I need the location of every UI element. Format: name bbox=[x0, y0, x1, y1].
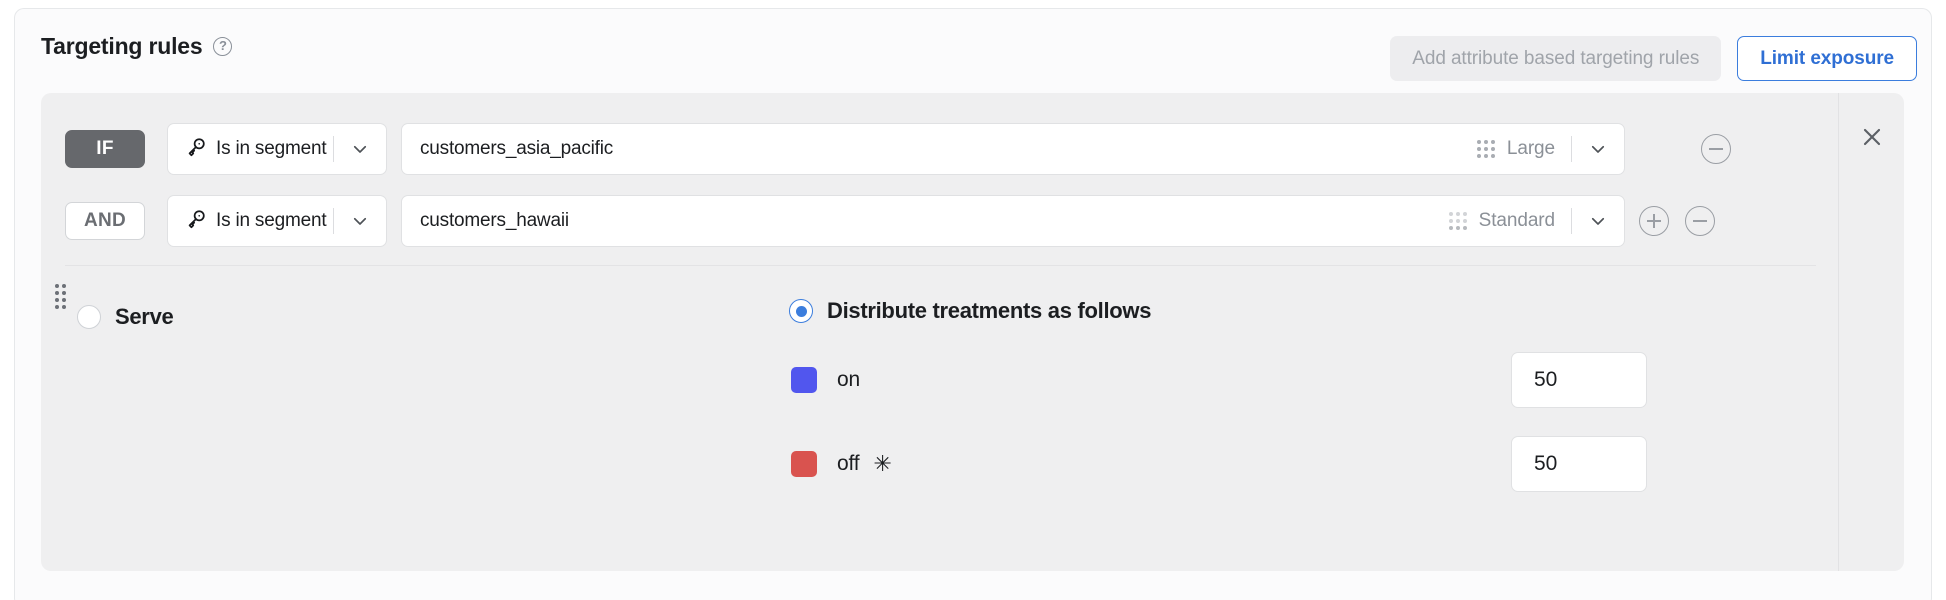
treatment-name: on bbox=[837, 368, 860, 391]
grid-dots-icon[interactable] bbox=[1476, 140, 1495, 158]
matcher-select[interactable]: Is in segment bbox=[167, 195, 387, 247]
default-marker: ✳ bbox=[873, 451, 892, 476]
minus-circle-icon[interactable] bbox=[1701, 134, 1731, 164]
serve-label: Serve bbox=[115, 304, 174, 329]
minus-circle-icon[interactable] bbox=[1685, 206, 1715, 236]
treatment-percent-value: 50 bbox=[1534, 368, 1558, 391]
targeting-rules-card: Targeting rules ? Add attribute based ta… bbox=[14, 8, 1932, 600]
serve-option[interactable]: Serve bbox=[77, 304, 174, 330]
matcher-inner: Is in segment bbox=[168, 136, 333, 163]
matcher-label: Is in segment bbox=[216, 138, 327, 159]
question-circle-icon[interactable]: ? bbox=[213, 37, 233, 56]
select-divider bbox=[333, 136, 334, 162]
select-divider bbox=[1571, 208, 1572, 234]
operator-badge-and[interactable]: AND bbox=[65, 202, 145, 240]
distribution-column: Distribute treatments as follows on 50 bbox=[789, 298, 1739, 492]
matcher-inner: Is in segment bbox=[168, 208, 333, 235]
condition-row: IF Is in segment bbox=[65, 123, 1731, 175]
operator-badge-if[interactable]: IF bbox=[65, 130, 145, 168]
card-header: Targeting rules ? Add attribute based ta… bbox=[15, 9, 1931, 93]
rules-panel: IF Is in segment bbox=[41, 93, 1904, 571]
matcher-label: Is in segment bbox=[216, 210, 327, 231]
condition-row: AND Is in segment bbox=[65, 195, 1715, 247]
treatment-color-swatch bbox=[791, 451, 817, 477]
row-actions bbox=[1639, 134, 1731, 164]
chevron-down-icon[interactable] bbox=[1572, 212, 1624, 230]
drag-dots-icon[interactable] bbox=[55, 284, 66, 309]
serve-section: Serve Distribute treatments as follows o… bbox=[41, 266, 1838, 566]
segment-value-input[interactable]: customers_asia_pacific Large bbox=[401, 123, 1625, 175]
segment-value-text: customers_asia_pacific bbox=[420, 138, 614, 159]
key-icon bbox=[185, 136, 207, 163]
close-x-icon[interactable] bbox=[1859, 124, 1885, 150]
treatment-rows: on 50 off ✳ 50 bbox=[789, 352, 1647, 492]
add-attribute-targeting-rules-button[interactable]: Add attribute based targeting rules bbox=[1390, 36, 1722, 81]
treatment-name: off bbox=[837, 452, 860, 475]
limit-exposure-button[interactable]: Limit exposure bbox=[1737, 36, 1917, 81]
treatment-color-swatch bbox=[791, 367, 817, 393]
treatment-percent-input[interactable]: 50 bbox=[1511, 436, 1647, 492]
select-divider bbox=[1571, 136, 1572, 162]
matcher-select[interactable]: Is in segment bbox=[167, 123, 387, 175]
segment-value-input[interactable]: customers_hawaii Standard bbox=[401, 195, 1625, 247]
size-label: Standard bbox=[1478, 210, 1555, 231]
page-title-group: Targeting rules ? bbox=[41, 33, 233, 60]
select-divider bbox=[333, 208, 334, 234]
treatment-row: off ✳ 50 bbox=[789, 436, 1647, 492]
rules-main: IF Is in segment bbox=[41, 93, 1838, 571]
treatment-percent-input[interactable]: 50 bbox=[1511, 352, 1647, 408]
serve-radio[interactable] bbox=[77, 305, 101, 329]
chevron-down-icon[interactable] bbox=[334, 212, 386, 230]
chevron-down-icon[interactable] bbox=[334, 140, 386, 158]
treatment-row: on 50 bbox=[789, 352, 1647, 408]
size-label: Large bbox=[1506, 138, 1555, 159]
header-actions: Add attribute based targeting rules Limi… bbox=[1390, 36, 1917, 81]
distribute-option[interactable]: Distribute treatments as follows bbox=[789, 298, 1739, 324]
treatment-percent-value: 50 bbox=[1534, 452, 1558, 475]
distribute-radio[interactable] bbox=[789, 299, 813, 323]
rules-close-column bbox=[1838, 93, 1904, 571]
size-select[interactable]: Standard bbox=[1448, 196, 1571, 246]
segment-value-text: customers_hawaii bbox=[420, 210, 569, 231]
size-select[interactable]: Large bbox=[1476, 124, 1571, 174]
key-icon bbox=[185, 208, 207, 235]
plus-circle-icon[interactable] bbox=[1639, 206, 1669, 236]
grid-dots-icon[interactable] bbox=[1448, 212, 1467, 230]
distribute-label: Distribute treatments as follows bbox=[827, 298, 1152, 323]
chevron-down-icon[interactable] bbox=[1572, 140, 1624, 158]
page-title: Targeting rules bbox=[41, 33, 203, 59]
row-actions bbox=[1639, 206, 1715, 236]
section-divider bbox=[65, 265, 1816, 266]
